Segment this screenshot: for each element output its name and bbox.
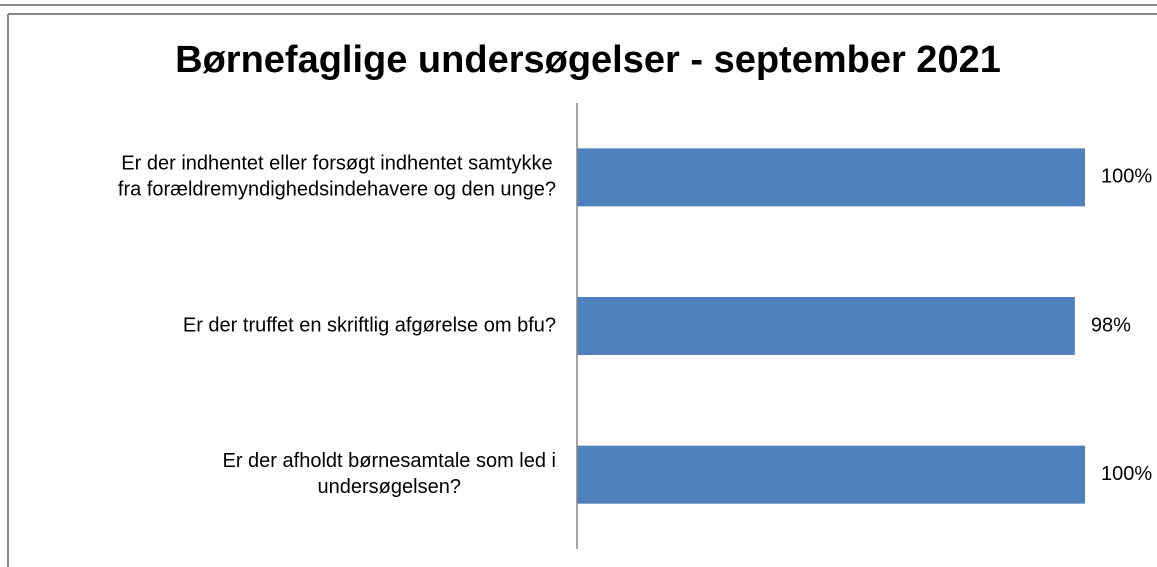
y-tick-label: Er der afholdt børnesamtale som led i	[223, 450, 557, 472]
bar	[577, 148, 1085, 207]
bar	[577, 445, 1085, 504]
y-tick-label: fra forældremyndighedsindehavere og den …	[118, 179, 556, 201]
data-label: 100%	[1101, 463, 1152, 485]
bar	[577, 297, 1075, 355]
y-tick-label: Er der truffet en skriftlig afgørelse om…	[183, 314, 556, 336]
data-label: 100%	[1101, 166, 1152, 188]
chart-title: Børnefaglige undersøgelser - september 2…	[175, 39, 1001, 81]
y-tick-label: undersøgelsen?	[318, 476, 461, 498]
data-label: 98%	[1091, 314, 1131, 336]
y-tick-label: Er der indhentet eller forsøgt indhentet…	[121, 153, 552, 175]
